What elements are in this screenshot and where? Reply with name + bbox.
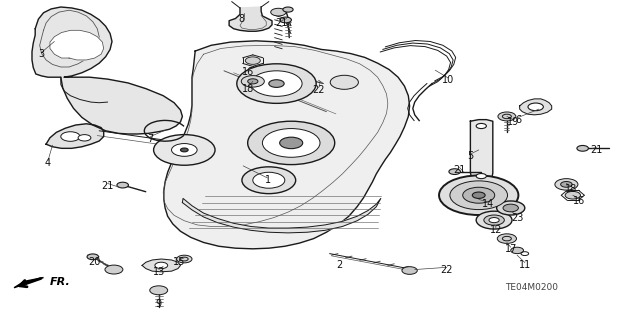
Polygon shape (142, 259, 180, 272)
Text: 19: 19 (507, 117, 520, 127)
Circle shape (439, 175, 518, 215)
Circle shape (555, 179, 578, 190)
Text: 22: 22 (312, 85, 325, 95)
Text: 21: 21 (590, 145, 603, 155)
Circle shape (180, 148, 188, 152)
Text: 2: 2 (336, 260, 342, 270)
Circle shape (248, 121, 335, 165)
Circle shape (280, 137, 303, 149)
Text: 10: 10 (442, 75, 454, 85)
Circle shape (472, 192, 485, 198)
Circle shape (245, 57, 260, 64)
Circle shape (78, 135, 91, 141)
Text: 18: 18 (242, 84, 255, 94)
Circle shape (61, 132, 80, 141)
Circle shape (105, 265, 123, 274)
Circle shape (172, 144, 197, 156)
Circle shape (503, 204, 518, 212)
Text: 16: 16 (573, 196, 586, 206)
Text: 8: 8 (239, 14, 245, 24)
Circle shape (253, 172, 285, 188)
Text: 11: 11 (518, 260, 531, 270)
Circle shape (511, 247, 524, 254)
Text: 22: 22 (440, 264, 453, 275)
Circle shape (498, 112, 516, 121)
Polygon shape (46, 124, 104, 148)
Polygon shape (32, 7, 182, 134)
Circle shape (476, 174, 486, 179)
Text: 21: 21 (453, 165, 466, 175)
Polygon shape (14, 278, 44, 288)
Text: 14: 14 (481, 199, 494, 209)
Circle shape (248, 79, 258, 84)
Text: 20: 20 (88, 257, 101, 267)
Circle shape (262, 129, 320, 157)
Text: 21: 21 (101, 181, 114, 191)
Text: 6: 6 (515, 115, 522, 125)
Polygon shape (182, 198, 381, 233)
Circle shape (280, 17, 291, 23)
Text: 1: 1 (264, 175, 271, 185)
Text: FR.: FR. (50, 277, 70, 287)
Polygon shape (520, 99, 552, 115)
Circle shape (237, 64, 316, 103)
Circle shape (242, 167, 296, 194)
Circle shape (402, 267, 417, 274)
Circle shape (155, 262, 168, 269)
Polygon shape (470, 120, 493, 182)
Text: 23: 23 (511, 212, 524, 223)
Circle shape (489, 218, 499, 223)
Polygon shape (164, 41, 410, 249)
Circle shape (476, 123, 486, 129)
Text: 21: 21 (275, 18, 288, 28)
Polygon shape (50, 30, 104, 60)
Text: 16: 16 (242, 67, 255, 77)
Circle shape (283, 7, 293, 12)
Circle shape (241, 76, 264, 87)
Circle shape (565, 191, 580, 199)
Text: 12: 12 (490, 225, 502, 235)
Text: 3: 3 (38, 49, 45, 59)
Circle shape (577, 145, 588, 151)
Circle shape (528, 103, 543, 111)
Circle shape (330, 75, 358, 89)
Circle shape (497, 201, 525, 215)
Text: 18: 18 (565, 184, 578, 194)
Circle shape (150, 286, 168, 295)
Text: 17: 17 (504, 244, 517, 255)
Text: TE04M0200: TE04M0200 (505, 283, 557, 292)
Circle shape (497, 234, 516, 243)
Text: 4: 4 (45, 158, 51, 168)
Text: 9: 9 (156, 299, 162, 309)
Text: 13: 13 (152, 267, 165, 277)
Circle shape (154, 135, 215, 165)
Circle shape (269, 80, 284, 87)
Circle shape (561, 182, 572, 187)
Text: 15: 15 (173, 257, 186, 267)
Circle shape (449, 169, 460, 174)
Circle shape (177, 255, 192, 263)
Circle shape (476, 211, 512, 229)
Text: 7: 7 (147, 134, 154, 144)
Circle shape (463, 187, 495, 203)
Circle shape (484, 215, 504, 225)
Text: 5: 5 (467, 151, 474, 161)
Circle shape (251, 71, 302, 96)
Circle shape (450, 181, 508, 210)
Polygon shape (229, 7, 272, 31)
Circle shape (117, 182, 129, 188)
Circle shape (271, 8, 286, 16)
Circle shape (87, 254, 99, 260)
